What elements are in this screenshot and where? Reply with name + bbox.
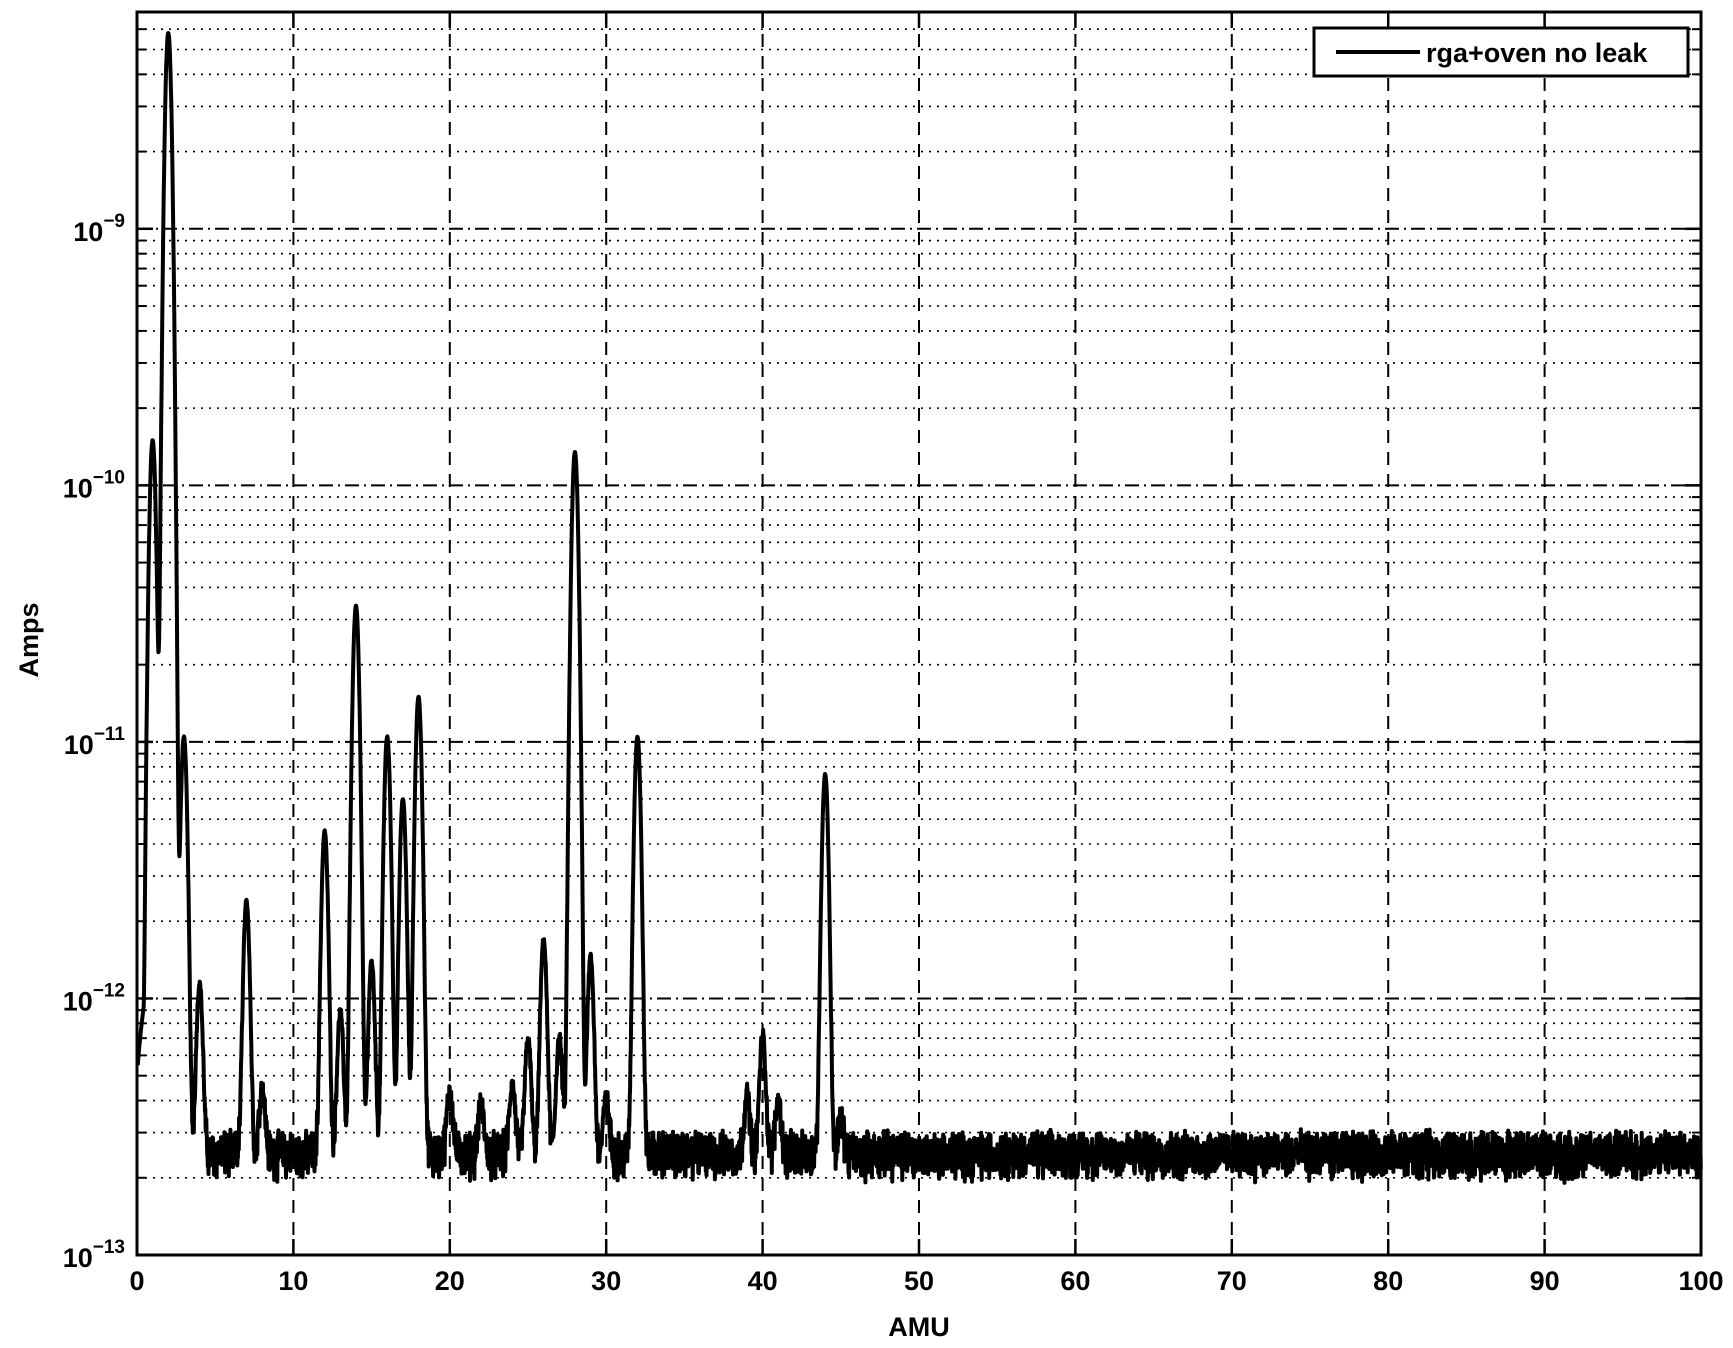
- x-tick-label: 10: [278, 1266, 308, 1296]
- legend: rga+oven no leak: [1312, 26, 1690, 78]
- x-axis-label: AMU: [888, 1312, 950, 1342]
- plot-frame: [135, 10, 1703, 1257]
- y-tick-label: 10−11: [64, 724, 126, 760]
- x-tick-labels: 0 10 20 30 40 50 60 70 80 90 100: [129, 1266, 1723, 1296]
- y-tick-label: 10−13: [63, 1237, 125, 1273]
- legend-label-series: rga+oven no leak: [1426, 38, 1648, 68]
- x-tick-label: 80: [1373, 1266, 1403, 1296]
- y-tick-label: 10−9: [73, 211, 125, 247]
- grid: [137, 12, 1701, 1255]
- x-tick-label: 30: [591, 1266, 621, 1296]
- x-tick-label: 100: [1678, 1266, 1723, 1296]
- x-tick-label: 90: [1530, 1266, 1560, 1296]
- y-axis-label: Amps: [14, 602, 44, 677]
- series-layer: [135, 31, 1703, 1185]
- series-line-rga-oven-no-leak: [135, 31, 1703, 1185]
- x-tick-label: 0: [129, 1266, 144, 1296]
- x-tick-label: 40: [748, 1266, 778, 1296]
- x-tick-label: 60: [1060, 1266, 1090, 1296]
- y-tick-label: 10−12: [63, 980, 125, 1016]
- x-tick-label: 50: [904, 1266, 934, 1296]
- y-tick-labels: 10−13 10−12 10−11 10−10 10−9: [63, 211, 126, 1273]
- y-tick-label: 10−10: [63, 467, 125, 503]
- x-tick-label: 20: [435, 1266, 465, 1296]
- x-tick-label: 70: [1217, 1266, 1247, 1296]
